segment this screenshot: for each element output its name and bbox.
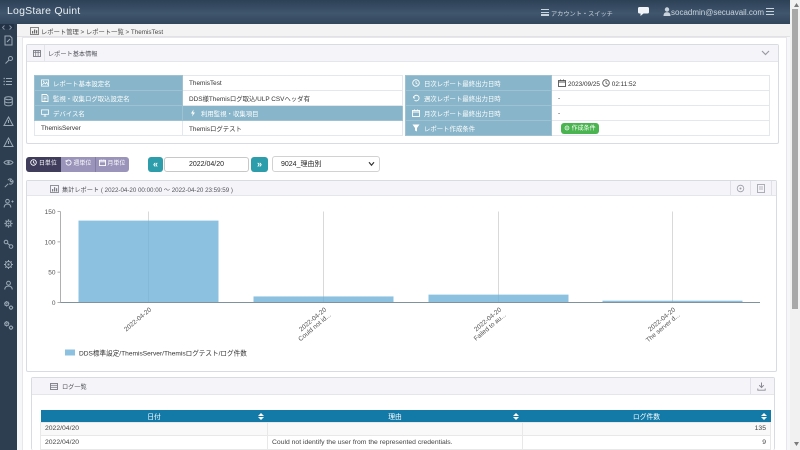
svg-text:50: 50 bbox=[48, 270, 56, 277]
svg-text:2022-04-20: 2022-04-20 bbox=[123, 306, 153, 333]
svg-text:0: 0 bbox=[52, 300, 56, 307]
svg-text:150: 150 bbox=[45, 209, 56, 216]
svg-text:DDS標準設定/ThemisServer/Themisログテ: DDS標準設定/ThemisServer/Themisログテスト/ログ件数 bbox=[79, 349, 247, 358]
svg-text:100: 100 bbox=[45, 239, 56, 246]
